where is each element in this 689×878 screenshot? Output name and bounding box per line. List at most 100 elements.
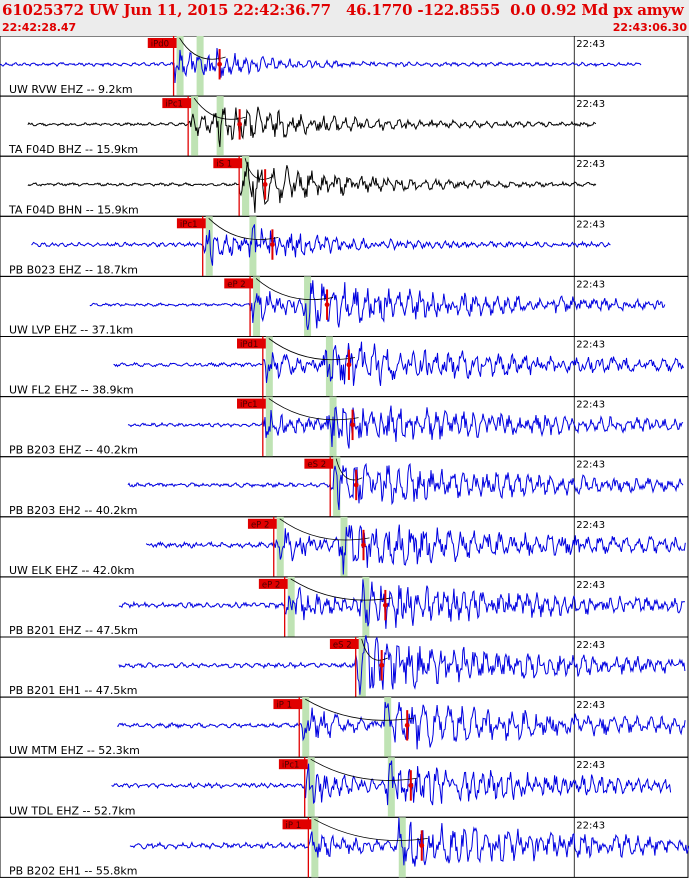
amplitude-dot <box>382 602 388 608</box>
pick-label-box[interactable] <box>237 398 266 409</box>
amplitude-window-curve <box>268 338 355 361</box>
seismogram-panels: 22:43 iPd0 UW RVW EHZ -- 9.2km 22:43 iPc1 TA … <box>0 36 689 878</box>
amplitude-window-curve <box>314 818 428 841</box>
station-label: UW FL2 EHZ -- 38.9km <box>9 384 134 397</box>
event-title: 61025372 UW Jun 11, 2015 22:42:36.77 46.… <box>2 1 689 19</box>
s-arrival-band <box>387 757 395 818</box>
station-label: PB B202 EH1 -- 55.8km <box>9 864 137 877</box>
s-arrival-band <box>216 96 224 157</box>
station-label: PB B023 EHZ -- 18.7km <box>9 263 138 276</box>
trace-panel: 22:43 iP 1 PB B202 EH1 -- 55.8km <box>0 816 689 878</box>
pick-label[interactable]: iPc1 <box>240 400 258 410</box>
s-arrival-band <box>196 36 204 97</box>
p-arrival-band <box>176 36 184 97</box>
time-mark-label: 22:43 <box>576 640 605 651</box>
station-label: UW MTM EHZ -- 52.3km <box>9 744 140 757</box>
time-mark-label: 22:43 <box>576 159 605 170</box>
pick-label-box[interactable] <box>329 639 359 649</box>
time-mark-label: 22:43 <box>576 580 605 591</box>
amplitude-dot <box>353 482 359 488</box>
waveform-trace <box>116 701 686 750</box>
time-mark-label: 22:43 <box>576 400 605 411</box>
station-label: PB B203 EH2 -- 40.2km <box>9 504 137 517</box>
time-mark-label: 22:43 <box>576 340 605 351</box>
trace-panel: 22:43 iP 1 UW MTM EHZ -- 52.3km <box>0 696 689 758</box>
pick-label[interactable]: eP 2 <box>262 580 280 590</box>
amplitude-dot <box>217 61 223 67</box>
pick-label-box[interactable] <box>282 819 312 830</box>
pick-label[interactable]: iP 1 <box>276 701 292 711</box>
pick-label[interactable]: iS 1 <box>216 160 232 170</box>
amplitude-window-curve <box>361 638 388 661</box>
pick-label-box[interactable] <box>278 759 308 770</box>
trace-panel: 22:43 eP 2 UW ELK EHZ -- 42.0km <box>0 516 689 578</box>
amplitude-dot <box>379 662 385 668</box>
pick-label[interactable]: iPd1 <box>240 340 258 350</box>
pick-label[interactable]: iPc1 <box>165 100 183 110</box>
pick-label[interactable]: iP 1 <box>286 821 302 831</box>
amplitude-dot <box>404 722 410 728</box>
pick-label[interactable]: eP 2 <box>227 280 245 290</box>
waveform-trace <box>27 106 597 148</box>
pick-label-box[interactable] <box>247 518 277 529</box>
event-header: 61025372 UW Jun 11, 2015 22:42:36.77 46.… <box>0 0 689 36</box>
window-start-time: 22:42:28.47 <box>2 21 77 34</box>
amplitude-window-curve <box>335 458 363 481</box>
pick-label[interactable]: iPc1 <box>282 761 300 771</box>
amplitude-window-curve <box>310 758 417 781</box>
pick-label[interactable]: iPc1 <box>180 220 198 230</box>
station-label: PB B201 EHZ -- 47.5km <box>9 624 138 637</box>
trace-panel: 22:43 iPc1 PB B203 EHZ -- 40.2km <box>0 396 689 458</box>
trace-panel: 22:43 eS 2 PB B201 EH1 -- 47.5km <box>0 635 689 698</box>
pick-label-box[interactable] <box>304 458 334 469</box>
window-end-time: 22:43:06.30 <box>612 21 687 34</box>
trace-panel: 22:43 iPc1 PB B023 EHZ -- 18.7km <box>0 215 689 277</box>
amplitude-dot <box>346 362 352 368</box>
station-label: TA F04D BHN -- 15.9km <box>8 203 139 216</box>
p-arrival-band <box>276 516 284 577</box>
p-arrival-band <box>302 697 310 758</box>
time-mark-label: 22:43 <box>576 279 605 290</box>
time-mark-label: 22:43 <box>576 760 605 771</box>
waveform-trace <box>118 635 686 695</box>
station-label: UW TDL EHZ -- 52.7km <box>9 804 136 817</box>
pick-label-box[interactable] <box>224 278 254 289</box>
trace-panel: 22:43 iPc1 TA F04D BHZ -- 15.9km <box>0 95 689 157</box>
s-arrival-band <box>304 276 312 337</box>
p-arrival-band <box>191 96 199 157</box>
station-label: PB B201 EH1 -- 47.5km <box>9 684 137 697</box>
station-label: UW RVW EHZ -- 9.2km <box>9 83 133 96</box>
amplitude-window-curve <box>290 578 392 601</box>
station-label: UW LVP EHZ -- 37.1km <box>9 324 133 337</box>
pick-label-box[interactable] <box>213 158 243 169</box>
waveform-trace <box>31 224 611 266</box>
waveform-trace <box>111 760 672 806</box>
pick-label-box[interactable] <box>258 578 288 589</box>
trace-panel: 22:43 iPd1 UW FL2 EHZ -- 38.9km <box>0 336 689 398</box>
pick-label[interactable]: iPd0 <box>151 40 169 50</box>
pick-label[interactable]: eS 2 <box>307 460 326 470</box>
amplitude-window-curve <box>279 518 370 541</box>
amplitude-dot <box>350 422 355 428</box>
pick-label-box[interactable] <box>273 699 303 710</box>
s-arrival-band <box>242 156 250 217</box>
pick-label-box[interactable] <box>162 98 192 109</box>
amplitude-dot <box>408 783 414 788</box>
s-arrival-band <box>362 576 370 637</box>
pick-label[interactable]: eS 2 <box>333 641 352 651</box>
waveform-trace <box>113 341 684 386</box>
amplitude-dot <box>262 182 268 187</box>
station-label: TA F04D BHZ -- 15.9km <box>8 143 138 156</box>
s-arrival-band <box>333 456 341 517</box>
pick-label-box[interactable] <box>176 218 206 229</box>
time-mark-label: 22:43 <box>576 39 605 50</box>
waveform-trace <box>0 47 642 84</box>
pick-label[interactable]: eP 2 <box>251 520 269 530</box>
trace-panel: 22:43 iS 1 TA F04D BHN -- 15.9km <box>0 155 689 217</box>
pick-label-box[interactable] <box>147 38 177 48</box>
amplitude-window-curve <box>179 37 226 60</box>
amplitude-window-curve <box>244 158 272 180</box>
time-mark-label: 22:43 <box>576 460 605 471</box>
pick-label-box[interactable] <box>237 338 266 349</box>
time-mark-label: 22:43 <box>576 700 605 711</box>
